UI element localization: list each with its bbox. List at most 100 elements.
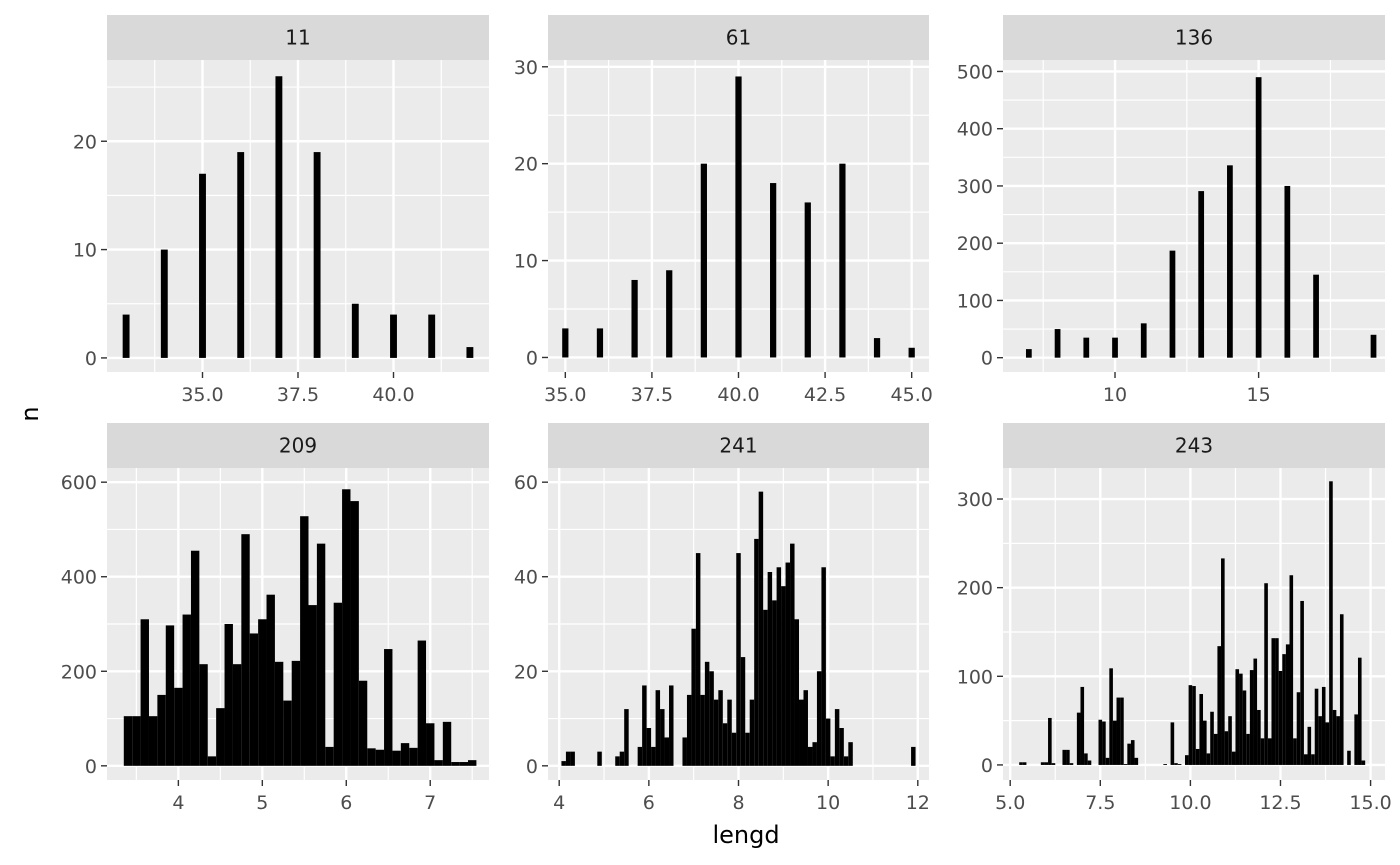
histogram-bar (839, 728, 844, 766)
histogram-bar (1112, 337, 1118, 358)
histogram-bar (727, 699, 732, 766)
histogram-bar (669, 685, 674, 766)
histogram-bar (740, 657, 746, 766)
histogram-bar (908, 347, 915, 358)
histogram-bar (1231, 751, 1236, 765)
histogram-bar (207, 756, 217, 766)
x-tick-label: 6 (340, 792, 352, 814)
histogram-bar (839, 163, 846, 358)
histogram-bar (596, 328, 604, 358)
histogram-bar (390, 314, 397, 358)
histogram-bar (830, 756, 835, 766)
histogram-bar (597, 751, 602, 766)
histogram-bar (165, 625, 175, 766)
histogram-bar (804, 202, 811, 358)
histogram-bar (1267, 738, 1272, 765)
histogram-bar (1313, 274, 1319, 358)
y-tick-label: 30 (514, 57, 538, 79)
histogram-bar (157, 694, 166, 766)
facet-panel: 61 35.0 37.5 40.0 42.5 45.0 0 10 20 30 (514, 15, 933, 406)
histogram-bar (637, 746, 643, 766)
histogram-bar (342, 489, 351, 766)
y-tick-label: 20 (73, 131, 97, 153)
histogram-bar (275, 76, 283, 358)
histogram-bar (776, 567, 782, 766)
histogram-bar (199, 173, 206, 358)
y-tick-label: 100 (957, 666, 993, 688)
histogram-bar (1303, 754, 1308, 765)
histogram-bar (325, 746, 334, 766)
histogram-bar (709, 671, 714, 766)
histogram-bar (1296, 692, 1301, 765)
histogram-bar (392, 750, 401, 766)
histogram-bar (1213, 733, 1218, 765)
histogram-bar (1184, 755, 1189, 765)
facet-strip-label: 209 (279, 434, 317, 458)
histogram-bar (1025, 349, 1032, 358)
histogram-bar (803, 690, 808, 766)
facet-strip-label: 136 (1175, 26, 1213, 50)
histogram-bar (731, 732, 737, 766)
histogram-bar (843, 756, 849, 766)
histogram-bar (1318, 716, 1322, 765)
histogram-bar (664, 737, 670, 766)
histogram-bar (1177, 764, 1182, 765)
histogram-bar (237, 152, 245, 358)
histogram-bar (274, 661, 284, 766)
histogram-bar (1112, 720, 1117, 765)
histogram-bar (258, 619, 267, 766)
histogram-bar (1051, 763, 1056, 765)
histogram-bar (358, 680, 368, 766)
histogram-bar (704, 661, 710, 766)
histogram-bar (631, 279, 638, 358)
histogram-bar (1227, 165, 1233, 358)
histogram-bar (1275, 638, 1279, 765)
x-tick-label: 5 (256, 792, 268, 814)
histogram-bar (1080, 686, 1085, 765)
histogram-bar (174, 687, 183, 766)
histogram-bar (1347, 750, 1351, 765)
y-tick-label: 400 (957, 119, 993, 141)
x-tick-label: 4 (553, 792, 565, 814)
facet-strip-label: 243 (1175, 434, 1213, 458)
y-tick-label: 0 (981, 348, 993, 370)
histogram-bar (1134, 757, 1139, 765)
histogram-bar (313, 152, 321, 358)
histogram-bar (794, 619, 800, 766)
histogram-bar (1044, 762, 1049, 765)
histogram-bar (466, 347, 474, 358)
histogram-bar (812, 742, 817, 766)
y-tick-label: 400 (61, 567, 97, 589)
histogram-bar (642, 685, 647, 766)
y-tick-label: 300 (957, 176, 993, 198)
x-tick-label: 42.5 (804, 384, 846, 406)
histogram-bar (758, 491, 764, 766)
y-tick-label: 0 (526, 347, 538, 369)
histogram-bar (1332, 709, 1337, 765)
histogram-bar (1289, 575, 1294, 765)
histogram-bar (442, 721, 452, 766)
x-tick-label: 10 (816, 792, 840, 814)
histogram-bar (767, 572, 773, 766)
histogram-bar (468, 760, 477, 766)
histogram-bar (1282, 654, 1286, 765)
histogram-bar (785, 562, 791, 766)
y-tick-label: 200 (957, 233, 993, 255)
y-tick-label: 0 (85, 756, 97, 778)
histogram-bar (409, 747, 418, 766)
histogram-bar (1257, 709, 1261, 765)
histogram-bar (1163, 764, 1167, 765)
histogram-bar (123, 716, 133, 766)
histogram-bar (561, 761, 566, 766)
y-axis-title: n (16, 406, 44, 421)
histogram-bar (1130, 740, 1135, 765)
y-tick-label: 300 (957, 489, 993, 511)
x-tick-label: 40.0 (717, 384, 759, 406)
histogram-bar (350, 501, 359, 766)
histogram-bar (232, 664, 242, 766)
histogram-bar (1083, 337, 1090, 358)
histogram-bar (1170, 722, 1175, 765)
histogram-bar (300, 516, 309, 766)
histogram-bar (241, 534, 250, 766)
